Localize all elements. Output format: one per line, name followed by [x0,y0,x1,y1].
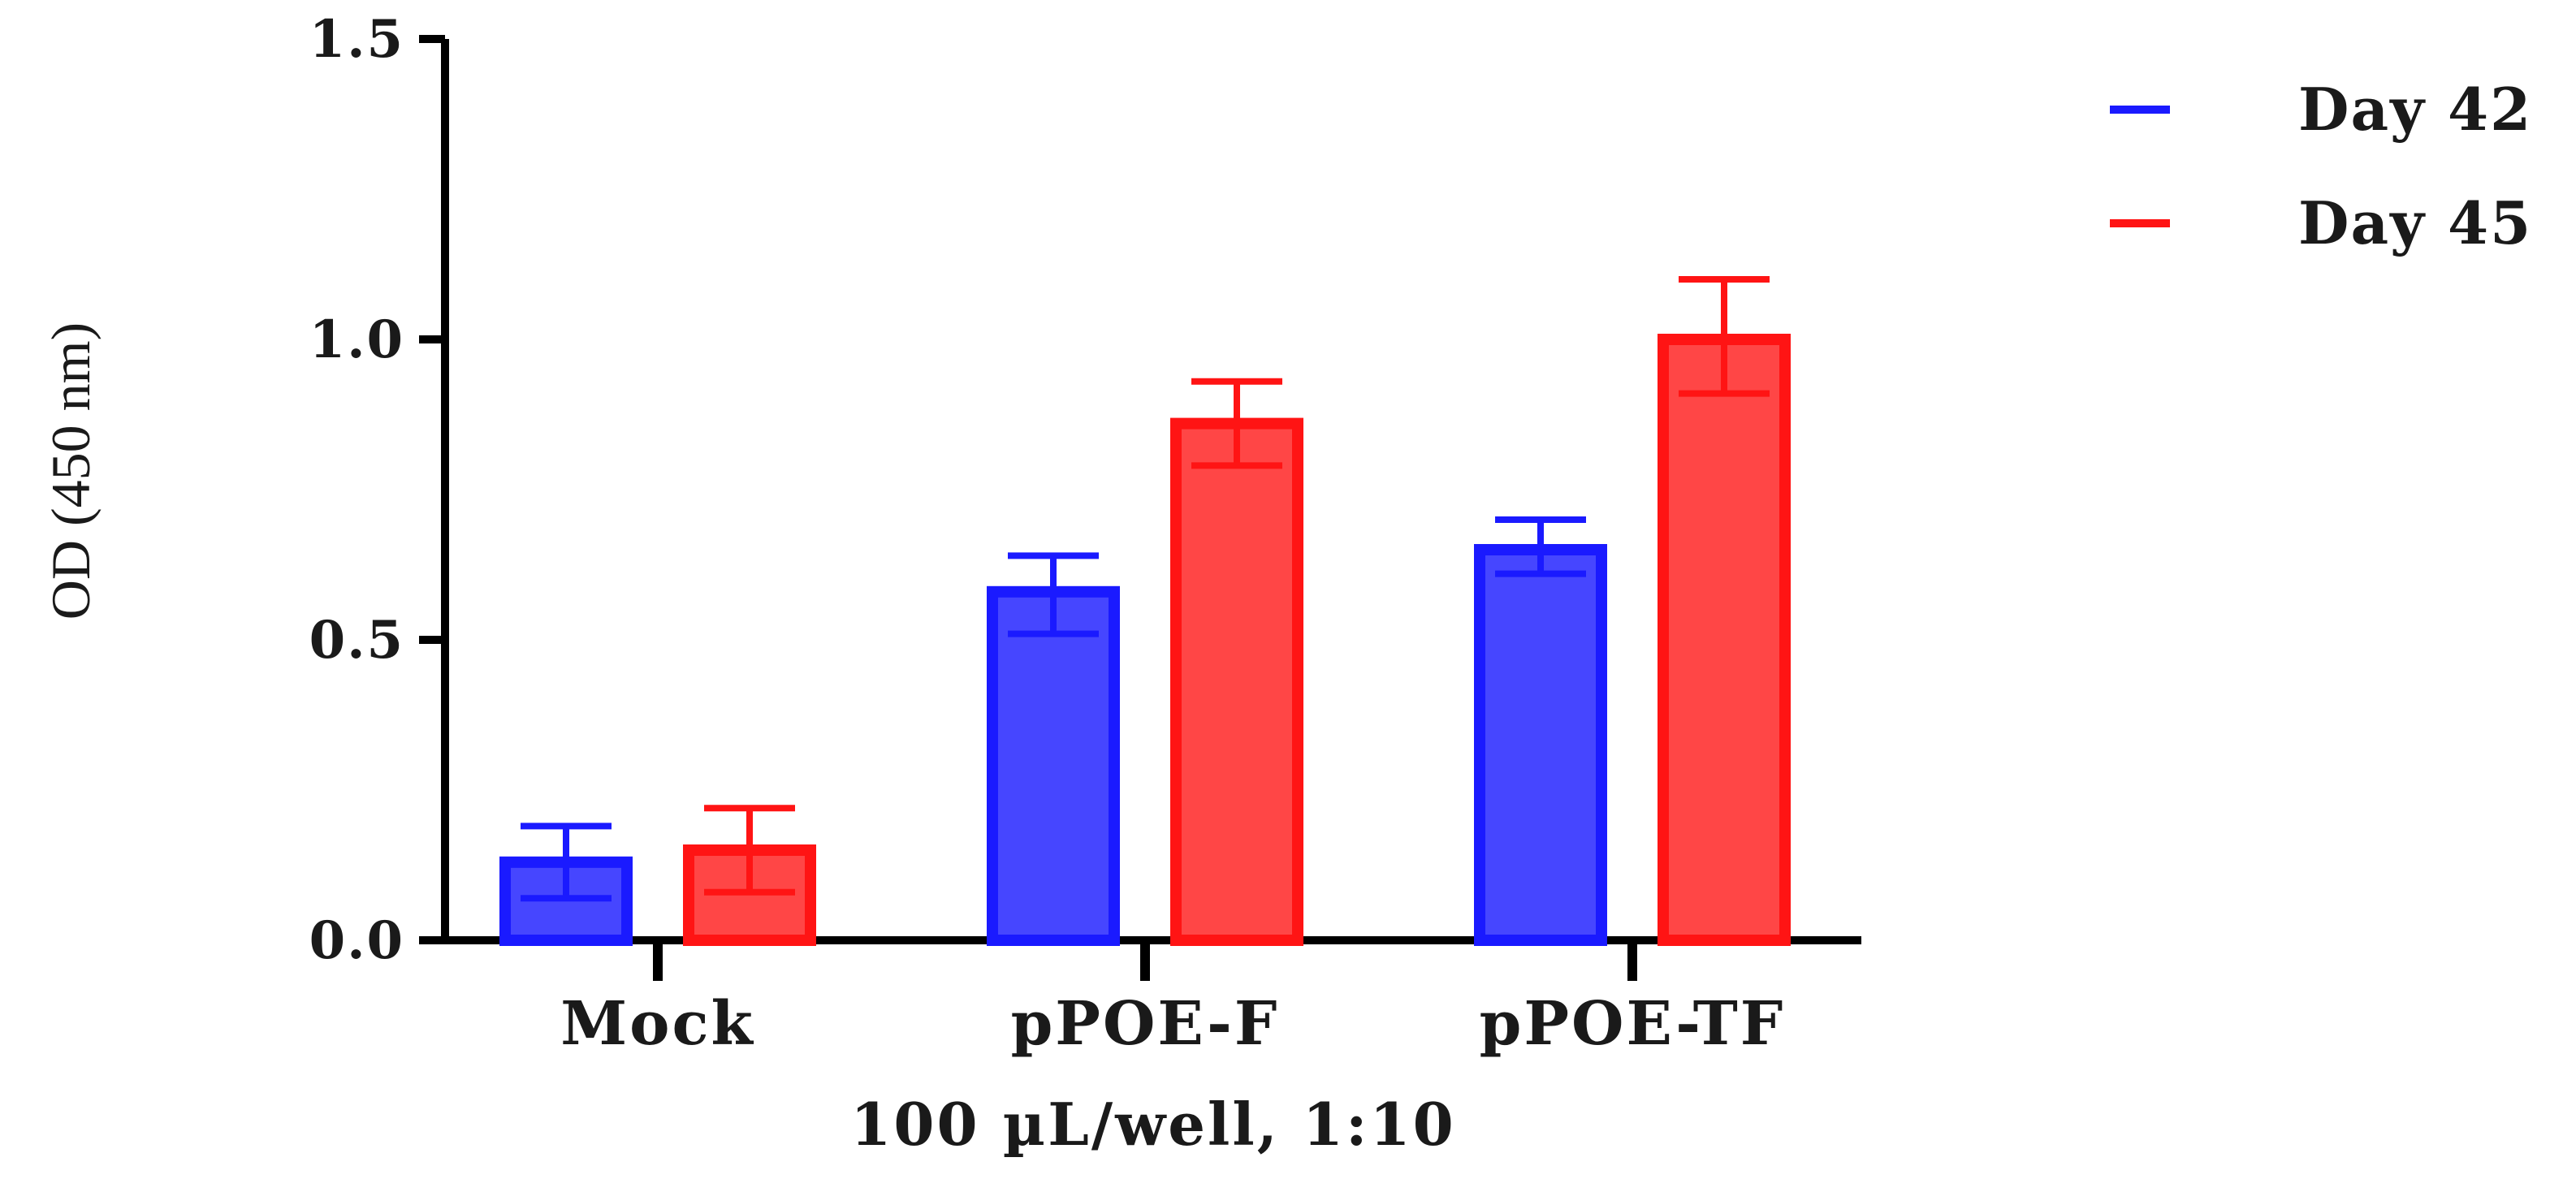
y-axis: 0.0 0.5 1.0 1.5 [309,9,449,971]
x-axis: Mock pPOE-F pPOE-TF [441,936,1861,1059]
legend-label: Day 42 [2298,75,2532,144]
y-tick-label: 0.5 [309,610,404,671]
legend: Day 42 Day 45 [2110,75,2532,257]
bar-day-42 [987,585,1120,946]
x-tick-label: Mock [560,989,755,1059]
error-bars [521,276,1770,902]
legend-label: Day 45 [2298,188,2532,257]
bars [499,334,1791,947]
y-tick-label: 0.0 [309,910,404,971]
y-axis-label: OD (450 nm) [40,322,102,620]
y-tick-label: 1.5 [309,9,404,70]
y-tick-label: 1.0 [309,309,404,370]
bar-day-45 [1658,334,1791,946]
bar-day-45 [1170,417,1303,946]
bar-day-42 [1474,544,1607,946]
x-axis-label: 100 µL/well, 1:10 [850,1090,1455,1159]
x-tick-label: pPOE-F [1011,989,1280,1059]
x-tick-label: pPOE-TF [1480,989,1786,1059]
